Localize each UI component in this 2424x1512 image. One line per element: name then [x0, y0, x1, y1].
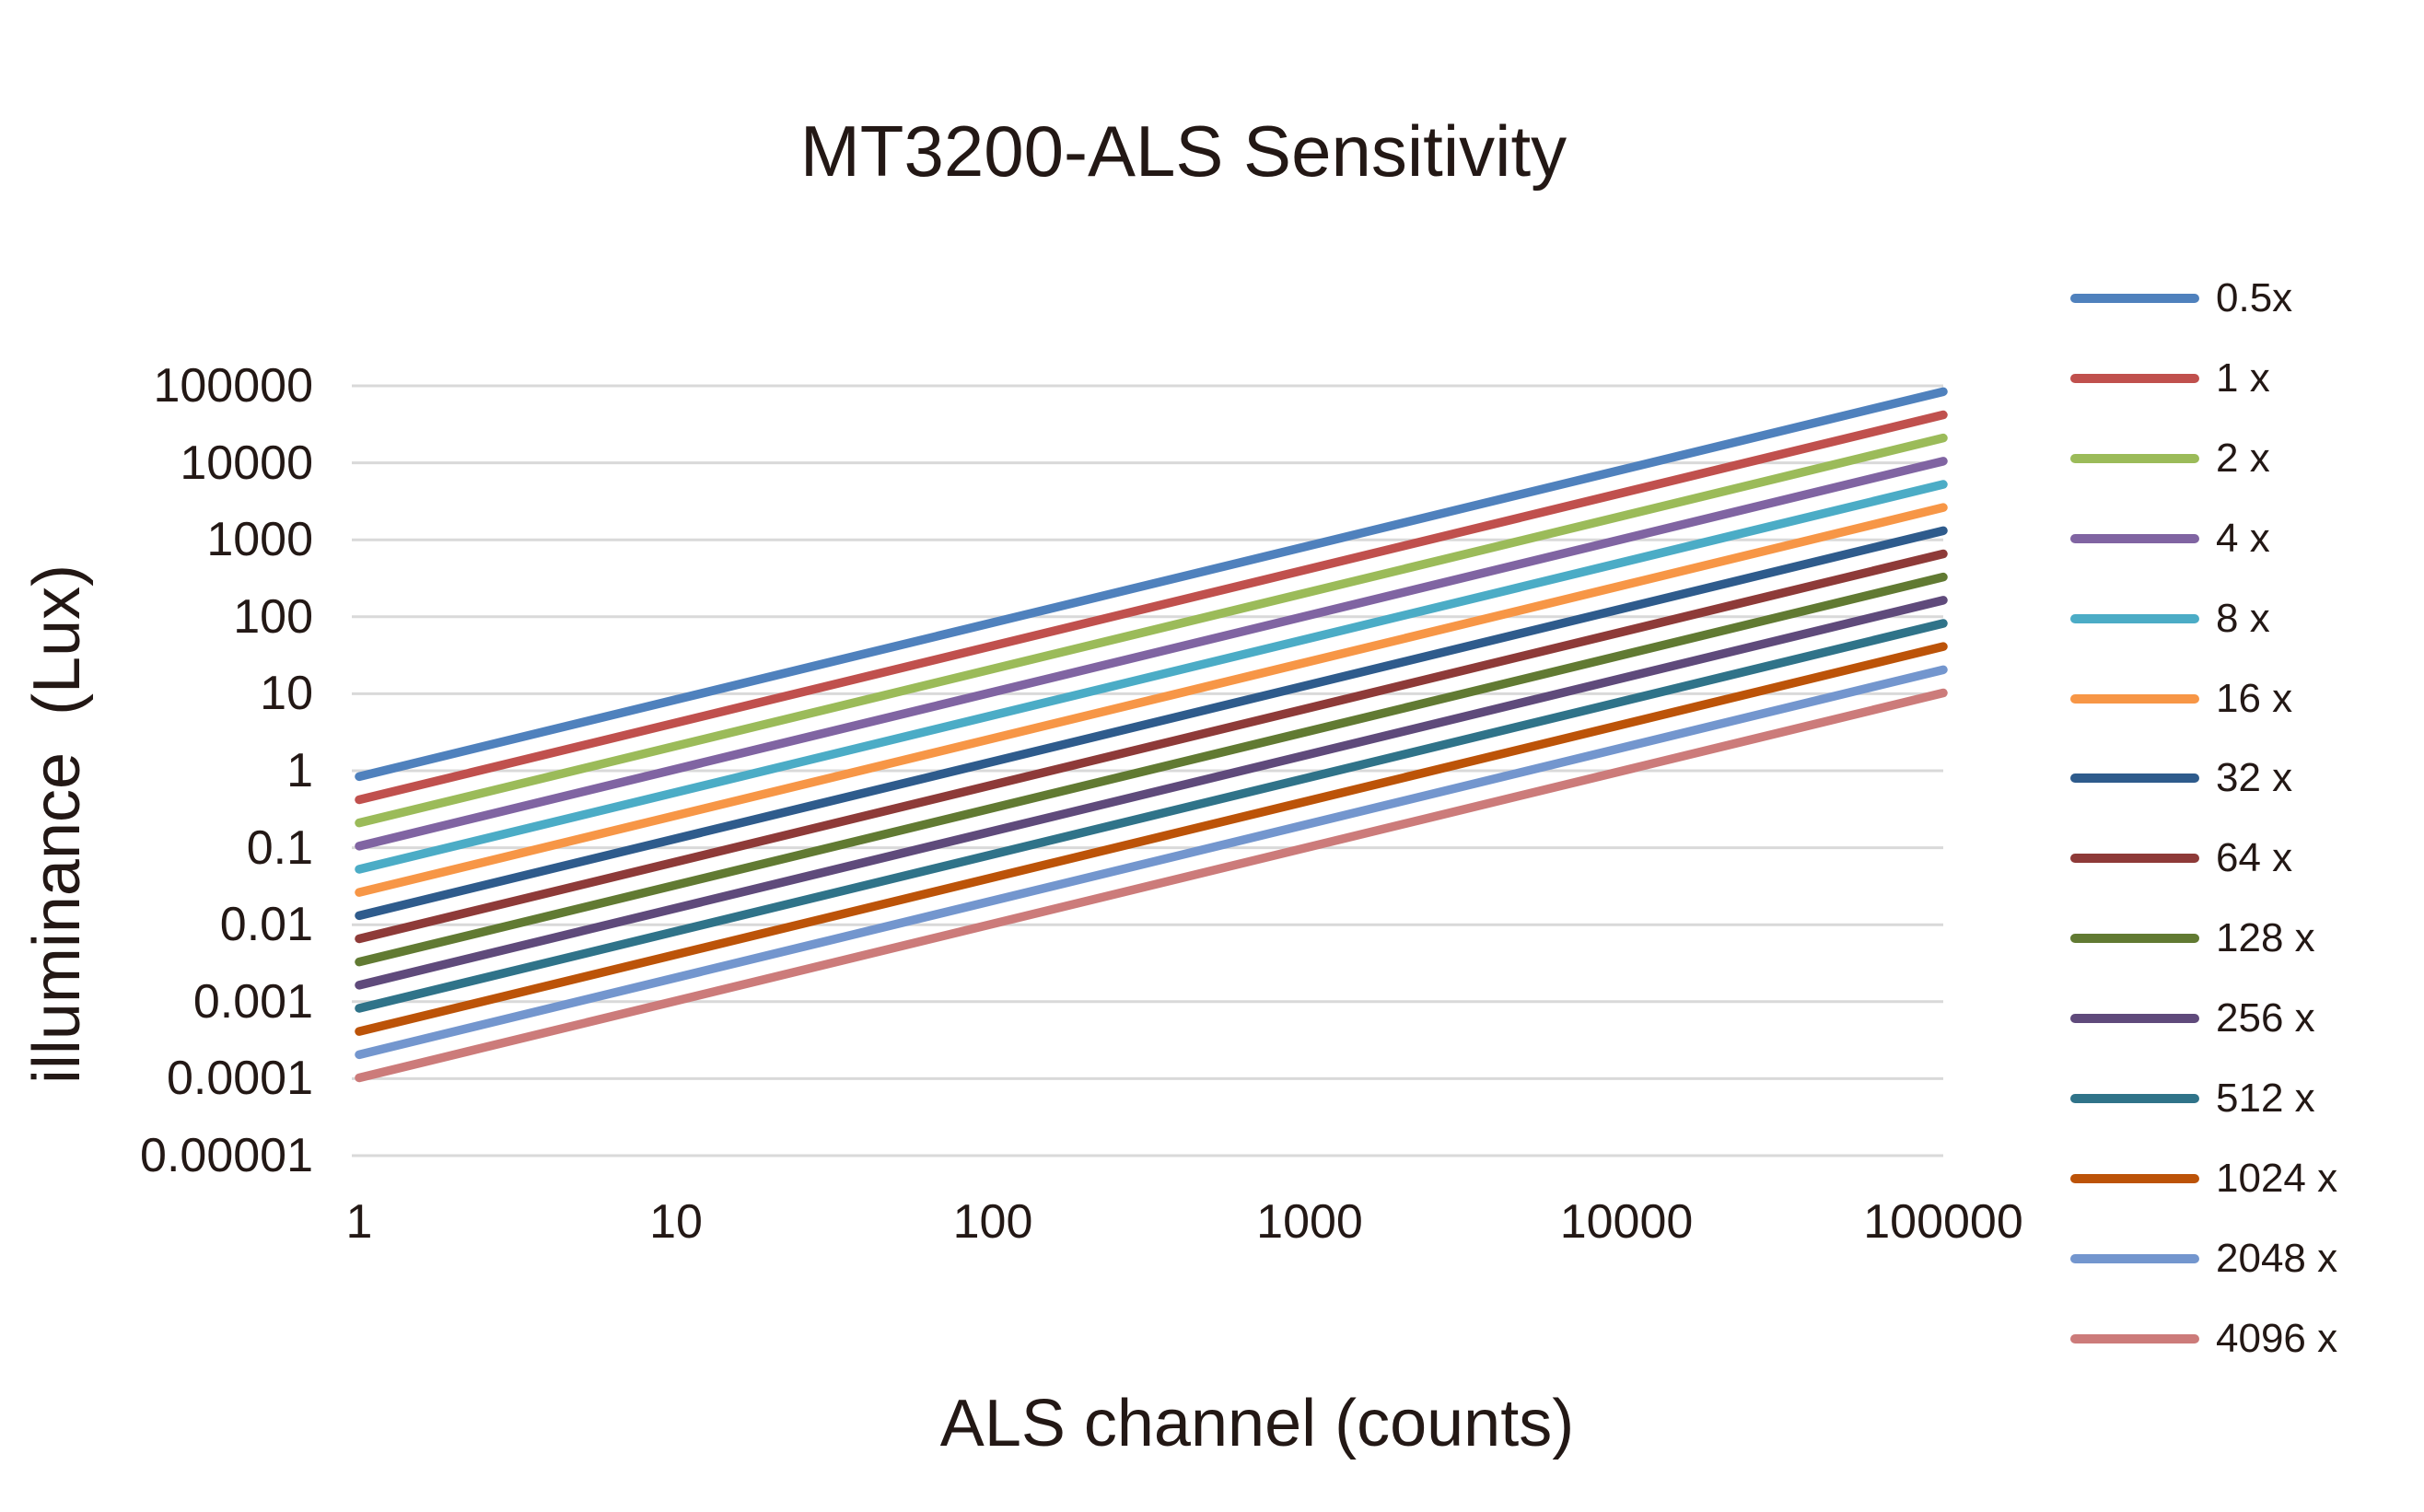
legend-line-swatch	[2070, 373, 2199, 383]
y-tick-label: 1	[286, 744, 313, 797]
legend-label: 0.5x	[2216, 275, 2293, 320]
series-line-2048x	[355, 665, 1948, 1060]
legend-item: 2 x	[2070, 429, 2270, 488]
x-tick-label: 1	[345, 1195, 373, 1249]
legend-line-swatch	[2070, 1253, 2199, 1263]
x-tick-label: 1000	[1256, 1195, 1363, 1249]
legend-line-swatch	[2070, 693, 2199, 704]
legend-label: 2048 x	[2216, 1235, 2338, 1281]
legend-line-swatch	[2070, 1333, 2199, 1343]
y-tick-label: 100	[233, 589, 313, 644]
y-tick-label: 0.1	[246, 820, 313, 875]
legend-label: 256 x	[2216, 995, 2315, 1041]
x-tick-label: 10000	[1559, 1195, 1694, 1249]
legend-line-swatch	[2070, 773, 2199, 784]
legend-item: 128 x	[2070, 909, 2315, 968]
series-line-16x	[355, 503, 1948, 897]
y-tick-label: 100000	[153, 359, 313, 413]
x-axis-title: ALS channel (counts)	[939, 1387, 1575, 1460]
legend-label: 32 x	[2216, 755, 2293, 801]
legend-item: 1024 x	[2070, 1149, 2337, 1208]
legend-item: 2048 x	[2070, 1229, 2337, 1288]
series-line-4096x	[355, 688, 1948, 1083]
series-line-256x	[355, 596, 1948, 990]
series-line-4x	[355, 457, 1948, 851]
series-line-1x	[355, 410, 1948, 805]
legend-label: 4096 x	[2216, 1315, 2338, 1361]
legend-label: 128 x	[2216, 915, 2315, 961]
legend-line-swatch	[2070, 934, 2199, 944]
legend-line-swatch	[2070, 533, 2199, 543]
legend-line-swatch	[2070, 453, 2199, 463]
legend-item: 16 x	[2070, 669, 2292, 728]
y-tick-label: 0.01	[219, 898, 313, 952]
y-tick-label: 0.001	[192, 974, 313, 1029]
y-tick-label: 10000	[180, 436, 313, 490]
legend-item: 256 x	[2070, 989, 2315, 1048]
series-line-32x	[355, 526, 1948, 921]
y-tick-label: 1000	[206, 513, 313, 567]
legend-line-swatch	[2070, 1173, 2199, 1183]
y-tick-label: 0.00001	[140, 1129, 313, 1182]
legend-label: 2 x	[2216, 435, 2270, 481]
x-tick-label: 100000	[1863, 1195, 2023, 1249]
legend-item: 4096 x	[2070, 1309, 2337, 1368]
legend-label: 64 x	[2216, 835, 2293, 881]
series-line-0.5x	[355, 387, 1948, 782]
x-tick-label: 10	[649, 1195, 703, 1249]
legend-item: 512 x	[2070, 1069, 2315, 1128]
legend-label: 4 x	[2216, 515, 2270, 561]
legend-line-swatch	[2070, 294, 2199, 303]
legend-item: 4 x	[2070, 509, 2270, 568]
legend-item: 1 x	[2070, 349, 2270, 408]
y-tick-label: 10	[260, 667, 313, 721]
legend-label: 8 x	[2216, 595, 2270, 641]
legend-line-swatch	[2070, 1094, 2199, 1103]
series-line-2x	[355, 433, 1948, 828]
chart-title: MT3200-ALS Sensitivity	[799, 110, 1567, 192]
legend-item: 32 x	[2070, 749, 2292, 808]
legend-item: 0.5x	[2070, 269, 2292, 328]
legend-label: 1 x	[2216, 355, 2270, 401]
legend-label: 1024 x	[2216, 1155, 2338, 1201]
legend-label: 512 x	[2216, 1076, 2315, 1121]
legend-item: 64 x	[2070, 829, 2292, 888]
series-line-8x	[355, 480, 1948, 874]
legend-line-swatch	[2070, 613, 2199, 623]
series-line-64x	[355, 549, 1948, 944]
legend-line-swatch	[2070, 1014, 2199, 1024]
series-line-128x	[355, 572, 1948, 967]
y-tick-label: 0.0001	[166, 1052, 313, 1106]
legend-item: 8 x	[2070, 589, 2270, 648]
legend-line-swatch	[2070, 854, 2199, 864]
series-line-512x	[355, 619, 1948, 1013]
legend-label: 16 x	[2216, 675, 2293, 721]
x-tick-label: 100	[952, 1195, 1033, 1249]
series-line-1024x	[355, 642, 1948, 1036]
